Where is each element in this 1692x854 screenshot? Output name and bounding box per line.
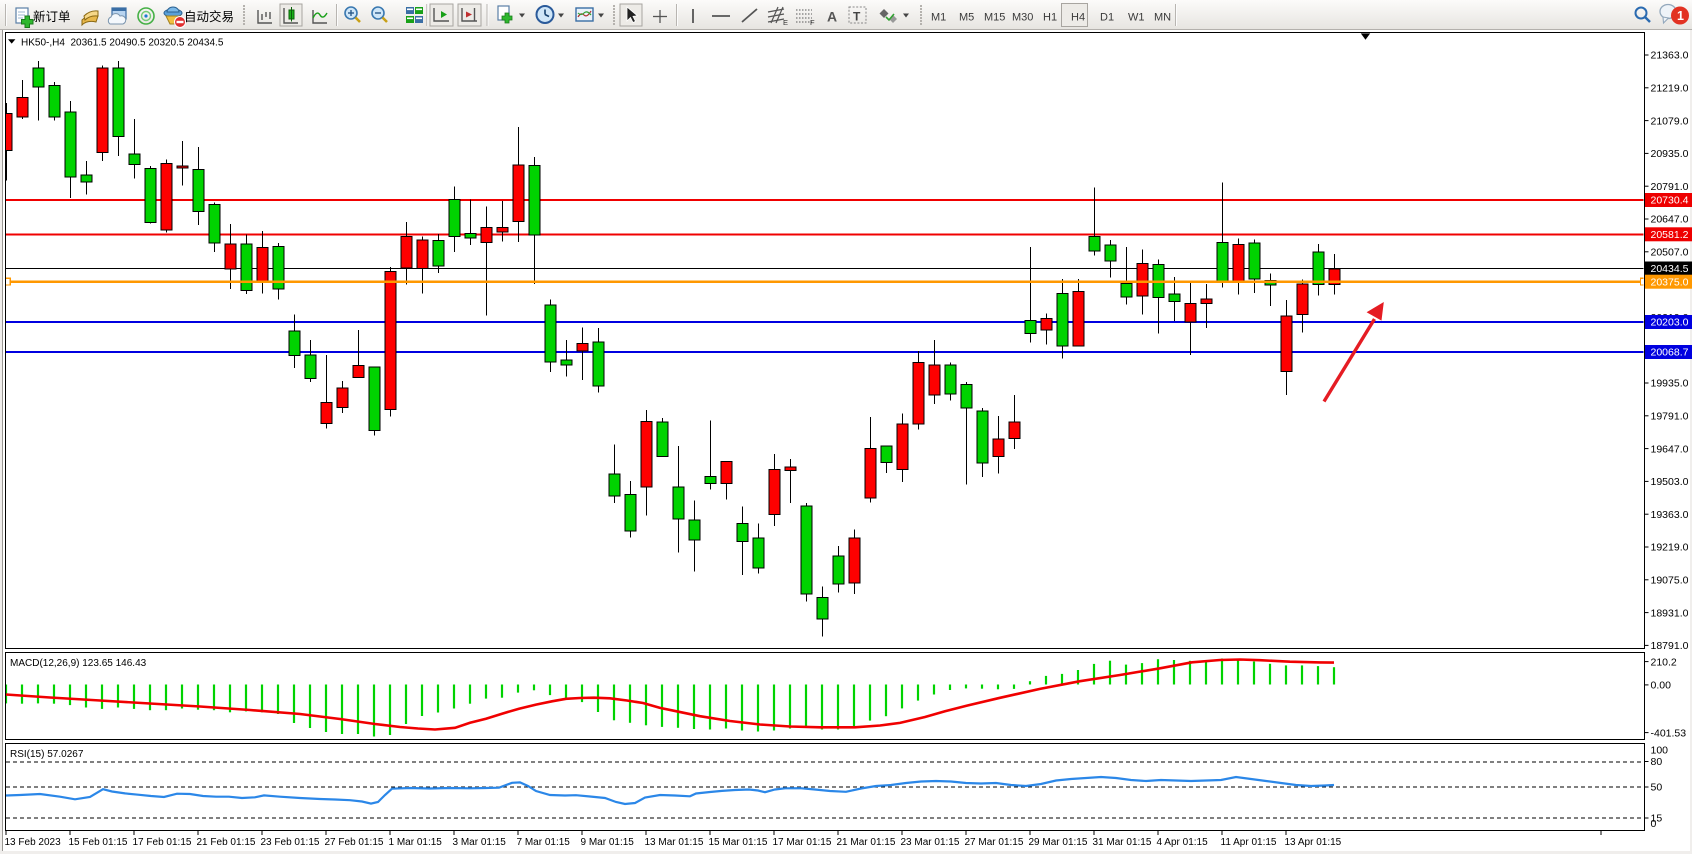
- svg-text:20935.0: 20935.0: [1651, 148, 1689, 160]
- svg-text:80: 80: [1651, 756, 1663, 768]
- svg-text:15: 15: [1651, 813, 1663, 825]
- svg-text:20068.7: 20068.7: [1651, 347, 1689, 359]
- svg-text:D1: D1: [1100, 12, 1114, 24]
- svg-text:MN: MN: [1154, 12, 1171, 24]
- svg-text:T: T: [853, 10, 861, 24]
- svg-text:F: F: [810, 18, 815, 27]
- svg-text:M1: M1: [931, 12, 946, 24]
- svg-text:19503.0: 19503.0: [1651, 476, 1689, 488]
- svg-text:E: E: [783, 18, 788, 27]
- svg-text:HK50-,H4 20361.5 20490.5 2032: HK50-,H4 20361.5 20490.5 20320.5 20434.5: [21, 38, 224, 49]
- svg-text:50: 50: [1651, 782, 1663, 794]
- svg-text:20203.0: 20203.0: [1651, 317, 1689, 329]
- svg-text:20581.2: 20581.2: [1651, 229, 1689, 241]
- svg-text:18791.0: 18791.0: [1651, 640, 1689, 652]
- svg-text:210.2: 210.2: [1651, 656, 1677, 668]
- svg-text:21079.0: 21079.0: [1651, 115, 1689, 127]
- svg-text:29 Mar 01:15: 29 Mar 01:15: [1029, 837, 1088, 848]
- svg-text:19791.0: 19791.0: [1651, 411, 1689, 423]
- svg-text:1: 1: [1677, 9, 1684, 23]
- svg-text:23 Feb 01:15: 23 Feb 01:15: [261, 837, 320, 848]
- svg-text:A: A: [827, 9, 837, 25]
- svg-text:7 Mar 01:15: 7 Mar 01:15: [517, 837, 571, 848]
- svg-text:100: 100: [1651, 745, 1669, 757]
- svg-text:19363.0: 19363.0: [1651, 509, 1689, 521]
- svg-text:20647.0: 20647.0: [1651, 214, 1689, 226]
- svg-text:9 Mar 01:15: 9 Mar 01:15: [581, 837, 635, 848]
- svg-text:13 Apr 01:15: 13 Apr 01:15: [1285, 837, 1342, 848]
- svg-text:19219.0: 19219.0: [1651, 542, 1689, 554]
- svg-text:13 Feb 2023: 13 Feb 2023: [5, 837, 62, 848]
- svg-text:1 Mar 01:15: 1 Mar 01:15: [389, 837, 443, 848]
- svg-text:M30: M30: [1012, 12, 1033, 24]
- svg-text:17 Mar 01:15: 17 Mar 01:15: [773, 837, 832, 848]
- svg-text:H1: H1: [1043, 12, 1057, 24]
- svg-text:19647.0: 19647.0: [1651, 443, 1689, 455]
- svg-text:-401.53: -401.53: [1651, 727, 1687, 739]
- svg-text:18931.0: 18931.0: [1651, 607, 1689, 619]
- svg-text:H4: H4: [1071, 12, 1085, 24]
- svg-text:17 Feb 01:15: 17 Feb 01:15: [133, 837, 192, 848]
- svg-text:0: 0: [1651, 818, 1657, 830]
- svg-text:20730.4: 20730.4: [1651, 195, 1689, 207]
- svg-text:RSI(15) 57.0267: RSI(15) 57.0267: [10, 749, 84, 760]
- svg-text:19075.0: 19075.0: [1651, 575, 1689, 587]
- svg-text:31 Mar 01:15: 31 Mar 01:15: [1093, 837, 1152, 848]
- svg-text:4 Apr 01:15: 4 Apr 01:15: [1157, 837, 1209, 848]
- svg-text:21 Feb 01:15: 21 Feb 01:15: [197, 837, 256, 848]
- svg-text:新订单: 新订单: [33, 9, 71, 24]
- svg-text:20434.5: 20434.5: [1651, 263, 1689, 275]
- svg-text:27 Feb 01:15: 27 Feb 01:15: [325, 837, 384, 848]
- svg-text:0.00: 0.00: [1651, 680, 1672, 692]
- svg-text:M15: M15: [984, 12, 1005, 24]
- svg-text:20507.0: 20507.0: [1651, 247, 1689, 259]
- svg-text:15 Feb 01:15: 15 Feb 01:15: [69, 837, 128, 848]
- svg-text:20375.0: 20375.0: [1651, 276, 1689, 288]
- svg-text:21 Mar 01:15: 21 Mar 01:15: [837, 837, 896, 848]
- svg-text:11 Apr 01:15: 11 Apr 01:15: [1221, 837, 1277, 848]
- svg-text:20791.0: 20791.0: [1651, 181, 1689, 193]
- svg-text:27 Mar 01:15: 27 Mar 01:15: [965, 837, 1024, 848]
- svg-text:MACD(12,26,9) 123.65 146.43: MACD(12,26,9) 123.65 146.43: [10, 658, 147, 669]
- svg-text:15 Mar 01:15: 15 Mar 01:15: [709, 837, 768, 848]
- svg-text:21363.0: 21363.0: [1651, 50, 1689, 62]
- svg-text:13 Mar 01:15: 13 Mar 01:15: [645, 837, 704, 848]
- svg-text:自动交易: 自动交易: [184, 9, 234, 24]
- svg-text:3 Mar 01:15: 3 Mar 01:15: [453, 837, 507, 848]
- svg-text:23 Mar 01:15: 23 Mar 01:15: [901, 837, 960, 848]
- svg-text:W1: W1: [1128, 12, 1145, 24]
- svg-text:21219.0: 21219.0: [1651, 83, 1689, 95]
- svg-text:19935.0: 19935.0: [1651, 378, 1689, 390]
- svg-text:M5: M5: [959, 12, 974, 24]
